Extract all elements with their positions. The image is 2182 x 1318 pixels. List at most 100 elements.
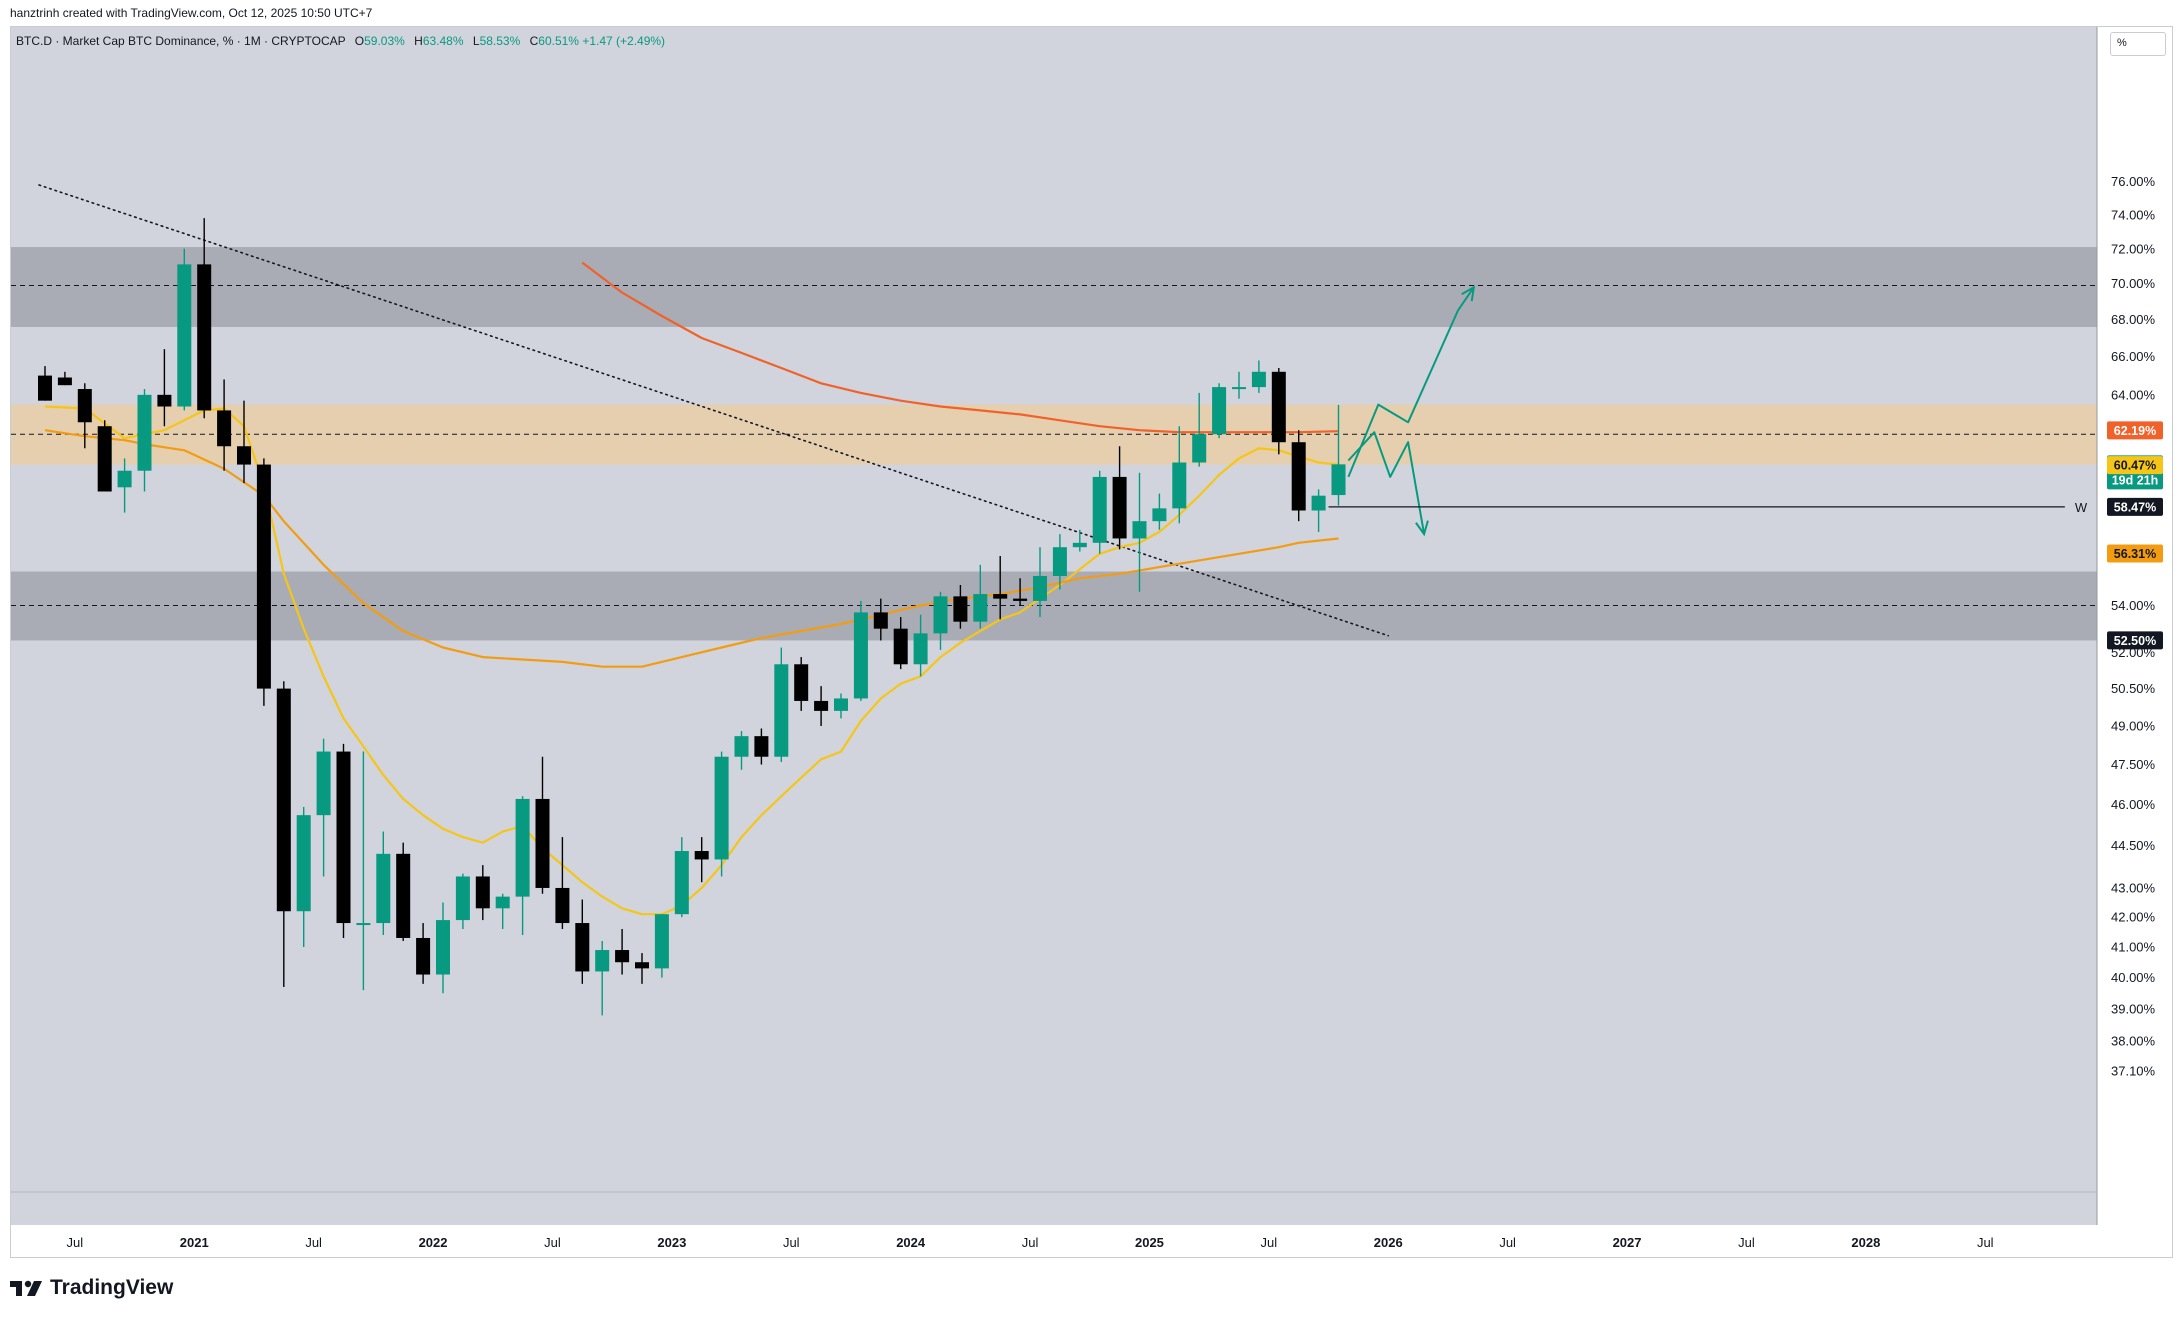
legend-close-label: C <box>529 34 539 48</box>
candle <box>774 647 789 762</box>
price-tag <box>2107 631 2163 650</box>
price-tick-label: 50.50% <box>2111 681 2156 696</box>
candle-body <box>57 377 72 386</box>
candle <box>157 349 172 427</box>
chart-frame <box>10 26 2173 1258</box>
price-tag-text: 62.19% <box>2114 424 2156 438</box>
candle-body <box>575 923 590 972</box>
candle-body <box>515 798 530 897</box>
time-tick-label: Jul <box>1977 1235 1994 1250</box>
candle <box>336 743 351 938</box>
candle-body <box>1172 462 1187 509</box>
symbol-legend[interactable]: BTC.D · Market Cap BTC Dominance, % · 1M… <box>16 34 665 48</box>
time-tick-label: Jul <box>305 1235 322 1250</box>
candle <box>1033 547 1047 618</box>
horizontal-line-label: W <box>2075 500 2088 515</box>
projections[interactable] <box>1347 285 1476 537</box>
candle-body <box>1132 521 1147 539</box>
price-tick-label: 38.00% <box>2111 1034 2156 1049</box>
candle <box>296 807 311 948</box>
price-tick-label: 43.00% <box>2111 880 2156 895</box>
candle <box>217 379 232 471</box>
candle <box>953 585 968 629</box>
time-tick-label: Jul <box>783 1235 800 1250</box>
candle-body <box>1331 464 1346 496</box>
candle <box>515 796 530 935</box>
candle-body <box>157 394 172 407</box>
time-tick-label: 2022 <box>419 1235 448 1250</box>
candles[interactable] <box>38 218 1346 1016</box>
brand-footer[interactable]: TradingView <box>10 1276 173 1300</box>
candle <box>1331 404 1346 506</box>
price-tick-label: 54.00% <box>2111 598 2156 613</box>
candle <box>555 837 570 929</box>
candle-body <box>913 633 928 665</box>
candle-body <box>217 410 232 447</box>
candle-body <box>237 446 251 465</box>
axis-background <box>11 1192 2097 1225</box>
price-axis[interactable]: 76.00% 74.00% 72.00% 70.00% 68.00% 66.00% 64.0… <box>2111 174 2156 1078</box>
price-tick-label: 37.10% <box>2111 1063 2156 1078</box>
projection-arrow-0 <box>1461 285 1476 302</box>
trendline[interactable] <box>38 184 1390 637</box>
candle-body <box>38 375 52 401</box>
candle <box>237 400 251 484</box>
candle <box>117 458 132 513</box>
legend-open-label: O <box>354 34 365 48</box>
projection-path-0 <box>1347 286 1475 478</box>
candle-body <box>117 470 132 488</box>
projection-path-1 <box>1347 431 1426 535</box>
candle-body <box>694 851 709 860</box>
time-tick-label: 2021 <box>180 1235 209 1250</box>
candle <box>635 953 649 984</box>
candle <box>694 837 709 883</box>
candle-body <box>873 612 888 629</box>
candle <box>615 928 630 975</box>
candle <box>873 598 888 641</box>
candle <box>893 617 908 670</box>
price-tick-label: 72.00% <box>2111 241 2156 256</box>
legend-change: +1.47 (+2.49%) <box>582 34 666 48</box>
candle <box>356 751 371 991</box>
time-tick-label: 2027 <box>1613 1235 1642 1250</box>
candle <box>814 686 829 726</box>
candle-body <box>1052 547 1067 577</box>
candle <box>674 837 689 918</box>
price-tick-label: 49.00% <box>2111 718 2156 733</box>
price-tick-label: 39.00% <box>2111 1002 2156 1017</box>
legend-high-label: H <box>414 34 423 48</box>
candle <box>1052 534 1067 590</box>
candle-body <box>1311 495 1326 511</box>
candle-body <box>615 950 630 963</box>
candle-body <box>336 751 351 924</box>
price-tag <box>2107 497 2163 516</box>
price-tag-text: 60.47% <box>2114 459 2156 473</box>
tradingview-logo-icon <box>10 1280 42 1296</box>
candle-body <box>1072 542 1087 548</box>
time-tick-label: Jul <box>1499 1235 1516 1250</box>
candle-body <box>714 756 729 860</box>
projection-arrow-1 <box>1415 520 1429 537</box>
candle-body <box>1152 508 1167 522</box>
candle <box>973 564 988 629</box>
candle <box>495 893 510 929</box>
candle <box>1271 367 1286 455</box>
candle <box>376 831 391 935</box>
candle <box>137 389 152 492</box>
scale-mode-button[interactable]: % <box>2110 32 2166 56</box>
candle <box>256 458 271 706</box>
time-tick-label: Jul <box>1261 1235 1278 1250</box>
candle-body <box>674 851 689 915</box>
time-axis[interactable]: Jul 2021 Jul 2022 Jul 2023 Jul 2024 Jul 2025 Jul 20… <box>67 1235 1994 1250</box>
candle-body <box>1112 476 1127 539</box>
price-tags: 62.19%60.51%19d 21h60.47%58.47%56.31%52.… <box>2107 421 2163 650</box>
price-tag <box>2107 456 2163 475</box>
price-tick-label: 47.50% <box>2111 757 2156 772</box>
candle <box>97 420 112 492</box>
candle <box>416 923 431 984</box>
candle-body <box>276 688 291 912</box>
time-tick-label: 2025 <box>1135 1235 1164 1250</box>
candle-body <box>97 426 112 492</box>
horizontal-line[interactable]: W <box>1328 500 2088 515</box>
